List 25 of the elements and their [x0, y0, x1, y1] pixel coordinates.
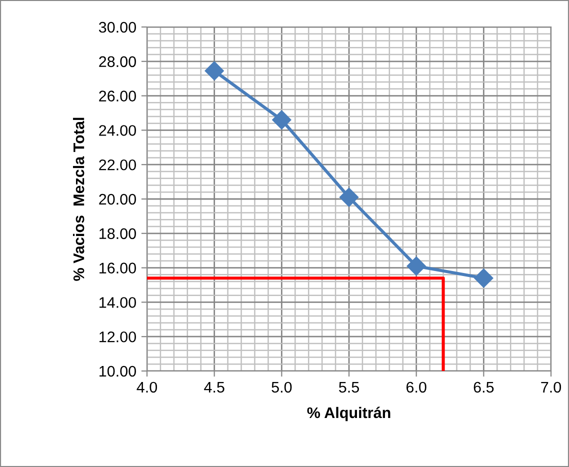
x-tick-label: 5.5 — [338, 382, 359, 393]
point — [272, 110, 292, 130]
x-tick-label: 5.0 — [272, 382, 292, 393]
point — [339, 188, 359, 207]
x-tick-label: 7.0 — [541, 382, 562, 393]
y-tick-label: 20.00 — [99, 194, 136, 205]
y-tick-label: 14.00 — [100, 297, 136, 308]
point — [474, 268, 494, 288]
y-tick-label: 10.00 — [100, 366, 136, 377]
x-tick-label: 6.0 — [406, 382, 426, 393]
y-tick-label: 16.00 — [100, 262, 136, 274]
x-axis-title: % Alquitrán — [307, 406, 390, 422]
y-tick-label: 30.00 — [98, 22, 136, 33]
y-tick-label: 28.00 — [99, 56, 136, 68]
point — [406, 256, 426, 276]
y-tick-label: 26.00 — [99, 90, 136, 102]
y-tick-label: 18.00 — [100, 228, 136, 240]
x-tick-label: 6.5 — [474, 382, 494, 393]
point — [204, 61, 224, 80]
y-tick-label: 24.00 — [99, 125, 136, 136]
x-tick-label: 4.5 — [204, 382, 224, 393]
x-tick-label: 4.0 — [136, 382, 158, 393]
y-axis-title: % Vacios Mezcla Total — [73, 118, 84, 281]
y-tick-label: 22.00 — [99, 159, 136, 170]
y-tick-label: 12.00 — [100, 331, 136, 342]
